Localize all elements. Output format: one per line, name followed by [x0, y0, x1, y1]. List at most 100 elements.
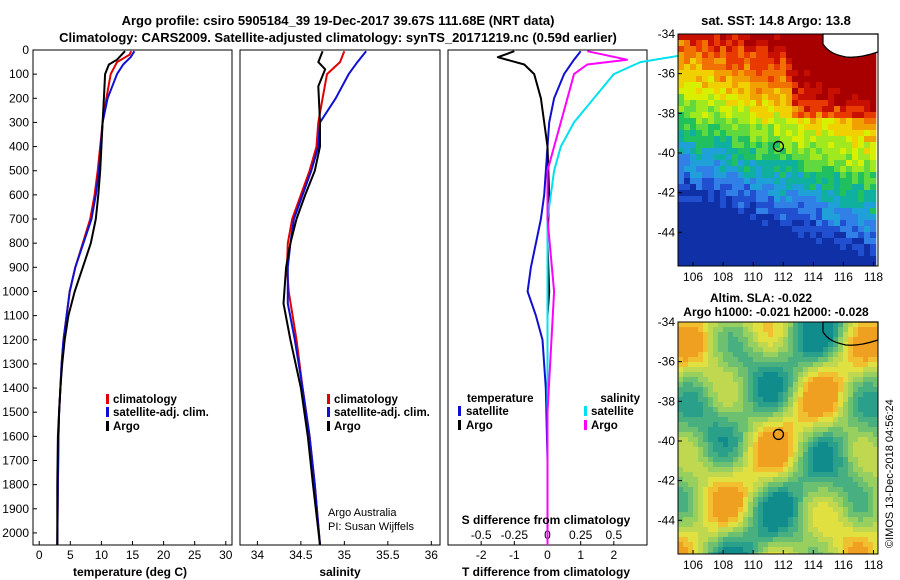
map-cell — [713, 517, 719, 522]
map-cell — [723, 432, 729, 437]
map-cell — [834, 178, 841, 184]
map-cell — [732, 154, 739, 160]
map-cell — [868, 417, 874, 422]
map-cell — [690, 76, 697, 82]
map-cell — [828, 472, 834, 477]
map-cell — [738, 160, 745, 166]
depth-tick-label: 1100 — [3, 309, 29, 323]
map-cell — [684, 58, 691, 64]
map-cell — [756, 82, 763, 88]
map-cell — [780, 52, 787, 58]
map-cell — [843, 337, 849, 342]
map-cell — [852, 142, 859, 148]
map-cell — [684, 232, 691, 238]
sla-map-frame — [677, 321, 879, 555]
map-cell — [810, 64, 817, 70]
map-cell — [743, 437, 749, 442]
map-cell — [690, 64, 697, 70]
map-cell — [713, 482, 719, 487]
map-cell — [733, 522, 739, 527]
map-cell — [816, 100, 823, 106]
map-cell — [783, 452, 789, 457]
map-cell — [853, 547, 859, 552]
map-cell — [763, 372, 769, 377]
map-cell — [780, 70, 787, 76]
map-cell — [803, 532, 809, 537]
map-cell — [773, 542, 779, 547]
map-cell — [743, 377, 749, 382]
map-cell — [816, 76, 823, 82]
map-cell — [684, 262, 691, 266]
legend-satellite: satellite-adj. clim. — [113, 407, 209, 419]
map-cell — [773, 352, 779, 357]
map-cell — [833, 337, 839, 342]
map-cell — [792, 232, 799, 238]
map-cell — [808, 402, 814, 407]
map-cell — [846, 220, 853, 226]
map-cell — [843, 357, 849, 362]
map-cell — [822, 88, 829, 94]
map-cell — [768, 70, 775, 76]
map-cell — [773, 467, 779, 472]
map-cell — [822, 100, 829, 106]
map-cell — [870, 136, 877, 142]
map-cell — [750, 124, 757, 130]
map-cell — [783, 507, 789, 512]
map-cell — [743, 372, 749, 377]
map-cell — [788, 442, 794, 447]
map-cell — [816, 40, 823, 46]
depth-tick-label: 300 — [9, 115, 29, 129]
map-cell — [818, 387, 824, 392]
map-cell — [726, 202, 733, 208]
x-tick-label: 25 — [188, 548, 202, 562]
map-cell — [756, 256, 763, 262]
map-cell — [788, 537, 794, 542]
map-cell — [848, 352, 854, 357]
map-cell — [768, 214, 775, 220]
map-cell — [852, 202, 859, 208]
map-cell — [808, 432, 814, 437]
map-cell — [798, 88, 805, 94]
map-cell — [870, 166, 877, 172]
map-cell — [858, 82, 865, 88]
map-cell — [723, 512, 729, 517]
map-cell — [773, 327, 779, 332]
map-cell — [683, 397, 689, 402]
map-cell — [840, 58, 847, 64]
map-cell — [853, 442, 859, 447]
map-cell — [708, 457, 714, 462]
map-cell — [788, 337, 794, 342]
map-cell — [703, 497, 709, 502]
map-cell — [783, 357, 789, 362]
map-cell — [714, 208, 721, 214]
map-cell — [863, 472, 869, 477]
map-cell — [798, 512, 804, 517]
map-cell — [773, 492, 779, 497]
map-cell — [773, 512, 779, 517]
map-cell — [773, 547, 779, 552]
map-cell — [823, 407, 829, 412]
map-cell — [803, 337, 809, 342]
map-cell — [738, 407, 744, 412]
map-cell — [780, 100, 787, 106]
map-cell — [838, 352, 844, 357]
map-cell — [756, 130, 763, 136]
map-cell — [798, 226, 805, 232]
map-cell — [723, 407, 729, 412]
map-cell — [823, 442, 829, 447]
map-cell — [863, 492, 869, 497]
map-cell — [863, 467, 869, 472]
map-cell — [853, 517, 859, 522]
map-cell — [738, 347, 744, 352]
map-cell — [848, 457, 854, 462]
map-cell — [868, 537, 874, 542]
map-cell — [748, 372, 754, 377]
lon-tick-label: 116 — [834, 270, 853, 284]
map-cell — [868, 427, 874, 432]
map-cell — [798, 442, 804, 447]
map-cell — [788, 352, 794, 357]
map-cell — [683, 442, 689, 447]
map-cell — [808, 482, 814, 487]
map-cell — [733, 552, 739, 554]
map-cell — [748, 407, 754, 412]
